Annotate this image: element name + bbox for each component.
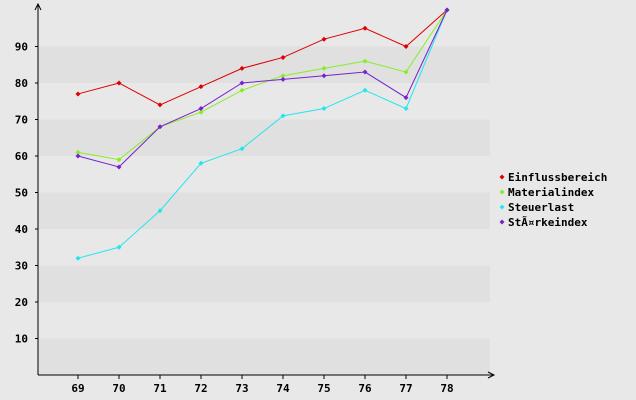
x-tick-label: 77 bbox=[399, 382, 412, 395]
series-line bbox=[77, 9, 448, 161]
x-tick-label: 74 bbox=[276, 382, 290, 395]
data-point bbox=[198, 84, 204, 90]
data-point bbox=[362, 69, 368, 75]
x-axis-arrow bbox=[487, 371, 496, 379]
legend-marker bbox=[499, 204, 505, 210]
series-line bbox=[77, 9, 448, 259]
data-point bbox=[116, 164, 122, 170]
data-point bbox=[239, 80, 245, 86]
series-0 bbox=[75, 7, 450, 108]
data-point bbox=[157, 102, 163, 108]
data-point bbox=[403, 95, 409, 101]
data-point bbox=[362, 25, 368, 31]
data-point bbox=[321, 65, 327, 71]
x-tick-label: 71 bbox=[153, 382, 167, 395]
grid-band bbox=[38, 46, 490, 83]
data-point bbox=[116, 244, 122, 250]
data-point bbox=[321, 73, 327, 79]
series-line bbox=[77, 9, 448, 106]
data-point bbox=[362, 87, 368, 93]
x-tick-label: 76 bbox=[358, 382, 372, 395]
data-point bbox=[75, 91, 81, 97]
y-tick-label: 60 bbox=[15, 150, 28, 163]
plot-background bbox=[38, 10, 490, 375]
series-3 bbox=[75, 7, 450, 170]
y-tick-label: 10 bbox=[15, 333, 28, 346]
series-2 bbox=[75, 7, 450, 261]
data-point bbox=[280, 73, 286, 79]
data-point bbox=[116, 80, 122, 86]
legend-label: Materialindex bbox=[508, 186, 594, 199]
legend-marker bbox=[499, 174, 505, 180]
legend-label: Einflussbereich bbox=[508, 171, 607, 184]
grid-band bbox=[38, 302, 490, 339]
legend-marker bbox=[499, 189, 505, 195]
data-point bbox=[157, 208, 163, 214]
y-tick-label: 30 bbox=[15, 260, 28, 273]
x-tick-label: 72 bbox=[194, 382, 207, 395]
grid-band bbox=[38, 83, 490, 120]
data-point bbox=[362, 58, 368, 64]
data-point bbox=[239, 146, 245, 152]
grid-band bbox=[38, 192, 490, 229]
data-point bbox=[280, 54, 286, 60]
y-tick-label: 80 bbox=[15, 77, 28, 90]
x-tick-label: 75 bbox=[317, 382, 330, 395]
data-point bbox=[321, 36, 327, 42]
data-point bbox=[116, 157, 122, 163]
data-point bbox=[75, 149, 81, 155]
x-tick-label: 69 bbox=[71, 382, 84, 395]
grid-band bbox=[38, 338, 490, 375]
data-point bbox=[280, 76, 286, 82]
grid-band bbox=[38, 229, 490, 266]
data-point bbox=[198, 160, 204, 166]
series-line bbox=[77, 9, 448, 168]
data-point bbox=[239, 65, 245, 71]
data-point bbox=[444, 7, 450, 13]
data-point bbox=[403, 44, 409, 49]
x-tick-label: 73 bbox=[235, 382, 248, 395]
data-point bbox=[280, 113, 286, 119]
data-point bbox=[403, 69, 409, 75]
grid-band bbox=[38, 10, 490, 47]
y-tick-label: 40 bbox=[15, 223, 28, 236]
x-tick-label: 70 bbox=[112, 382, 125, 395]
data-point bbox=[321, 106, 327, 112]
axes: 10 20 30 40 50 60 70 80 90 69 70 71 72 73 74 75 76 77 78 bbox=[15, 2, 496, 395]
data-point bbox=[239, 87, 245, 93]
y-tick-label: 70 bbox=[15, 114, 28, 127]
legend-label: StÃ¤rkeindex bbox=[508, 216, 588, 229]
x-tick-label: 78 bbox=[440, 382, 453, 395]
y-tick-label: 50 bbox=[15, 187, 28, 200]
y-tick-label: 90 bbox=[15, 41, 28, 54]
data-point bbox=[198, 109, 204, 115]
legend-label: Steuerlast bbox=[508, 201, 574, 214]
y-axis-arrow bbox=[34, 2, 42, 11]
legend: Einflussbereich Materialindex Steuerlast St… bbox=[499, 171, 607, 229]
data-point bbox=[75, 153, 81, 159]
legend-marker bbox=[499, 219, 505, 225]
data-point bbox=[198, 106, 204, 112]
y-tick-label: 20 bbox=[15, 296, 28, 309]
data-point bbox=[75, 255, 81, 261]
grid-band bbox=[38, 156, 490, 193]
grid-band bbox=[38, 119, 490, 156]
data-point bbox=[403, 106, 409, 112]
series-layer bbox=[75, 7, 450, 261]
grid-band bbox=[38, 265, 490, 302]
data-point bbox=[157, 124, 163, 130]
